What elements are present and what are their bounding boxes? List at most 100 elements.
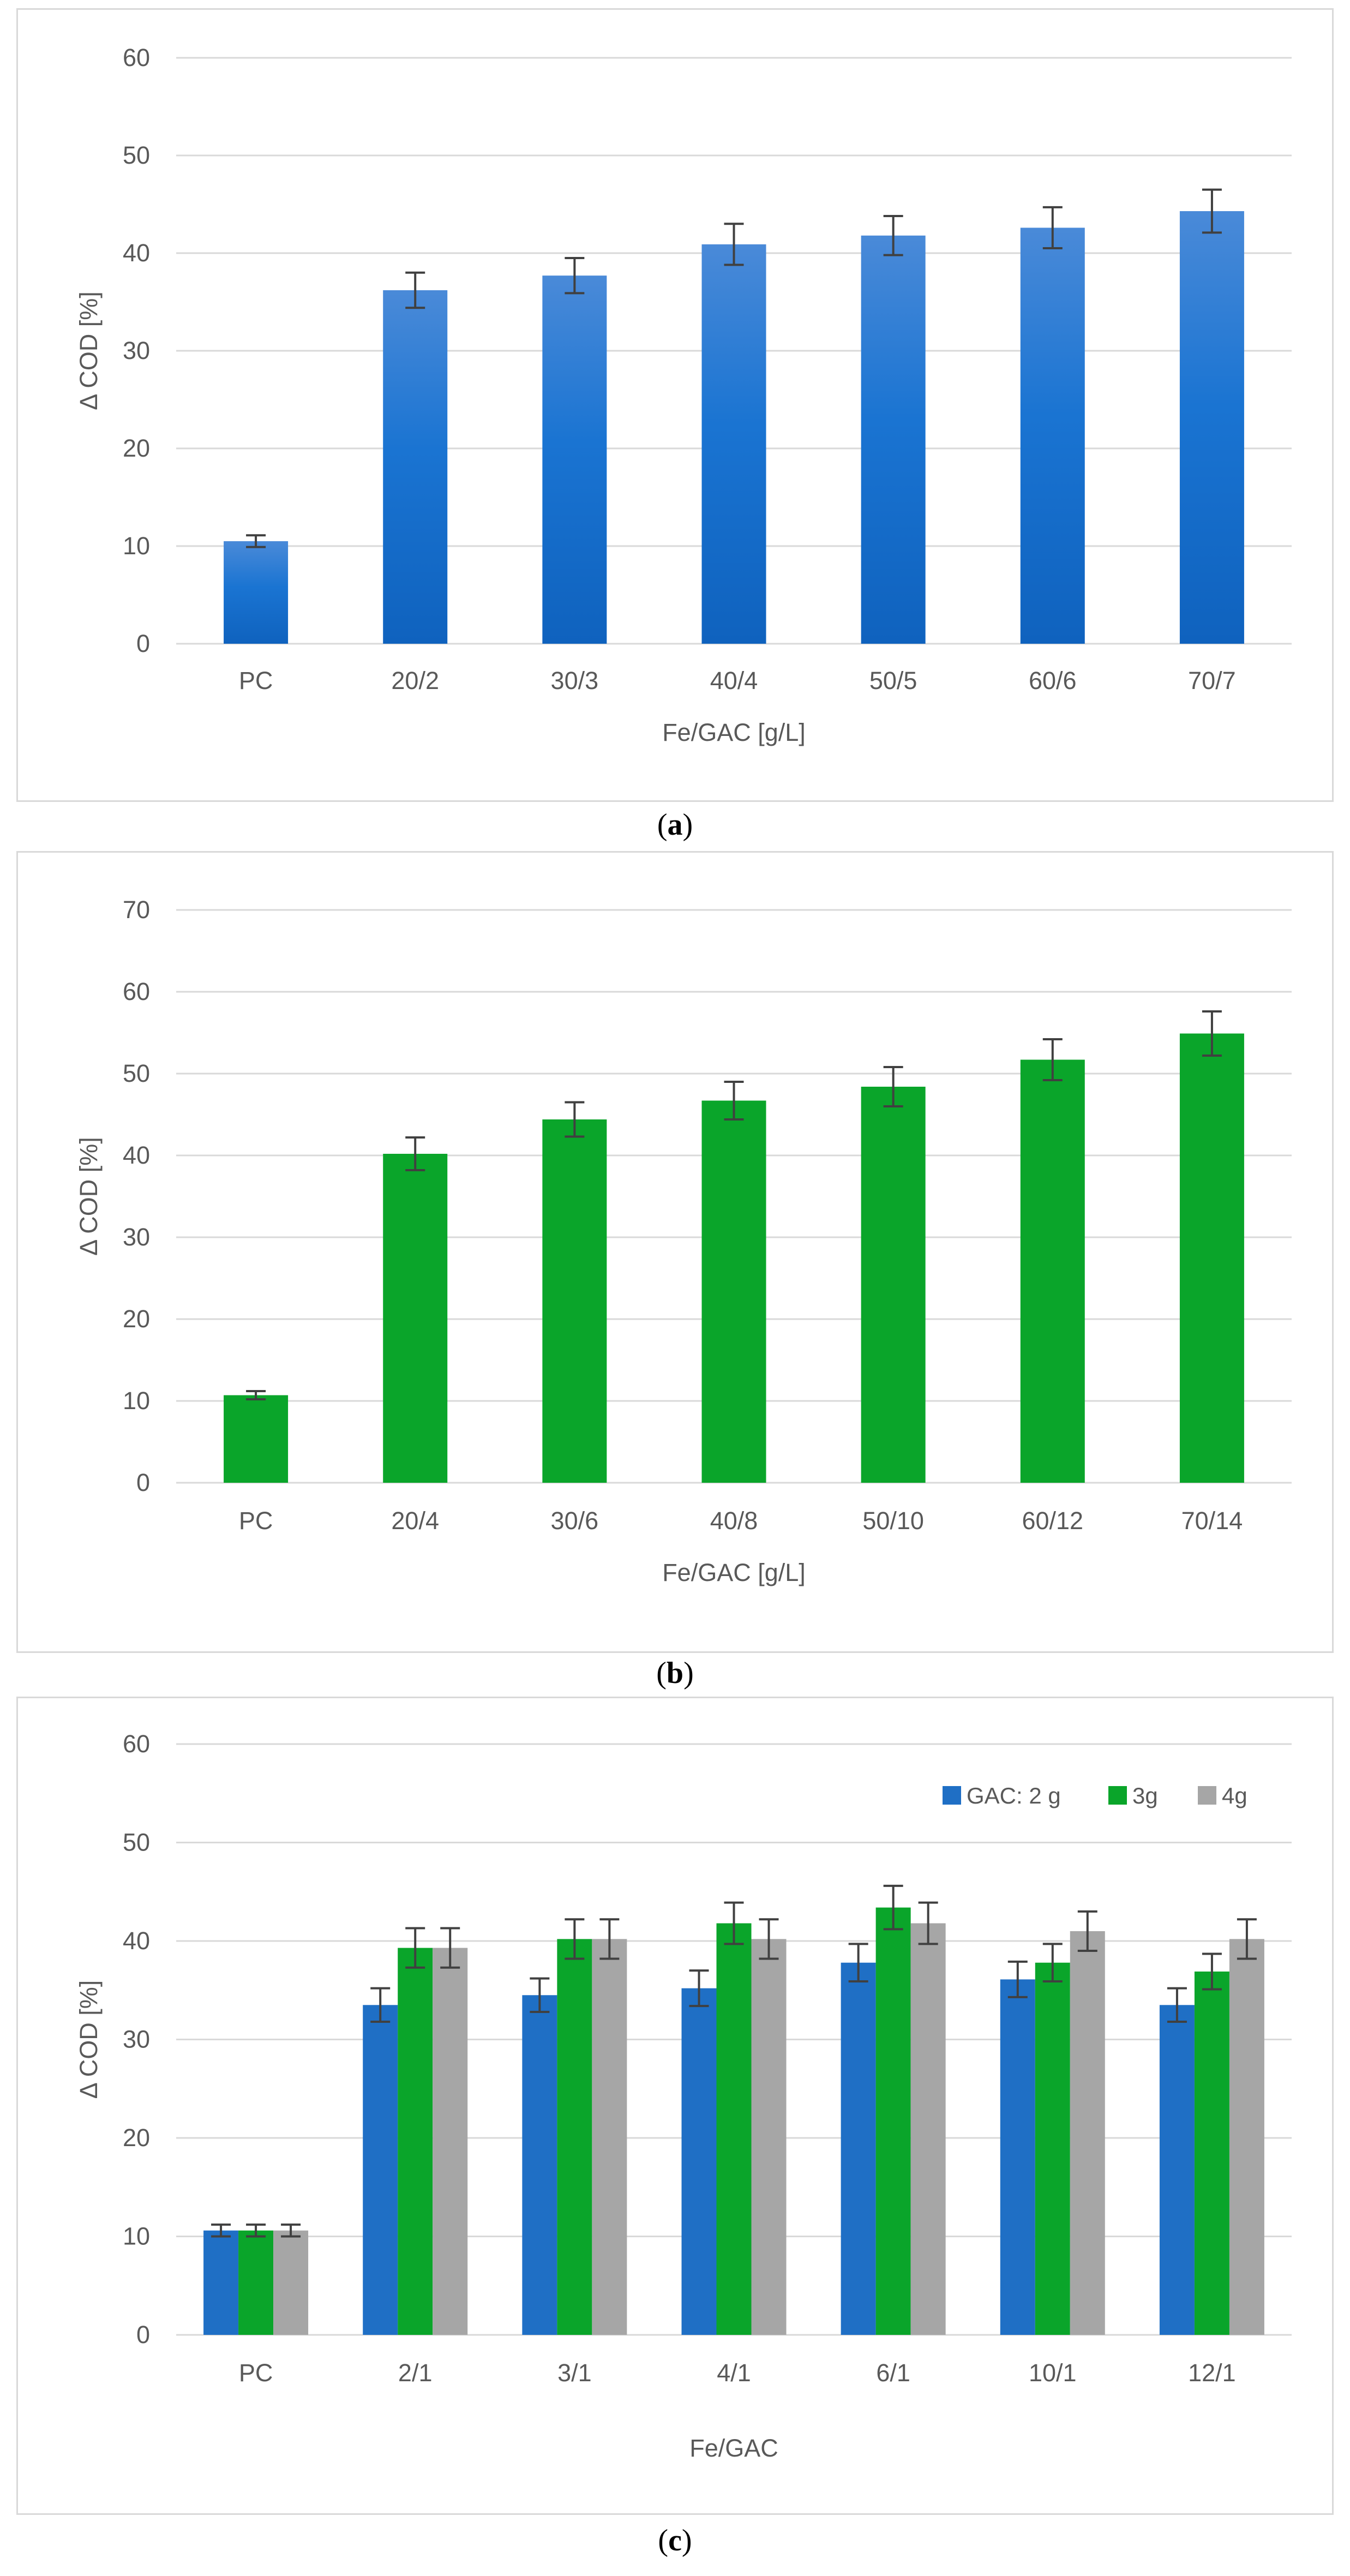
y-tick-label: 60 — [123, 1730, 150, 1758]
caption-c: (c) — [658, 2524, 692, 2557]
x-axis-title: Fe/GAC — [689, 2434, 778, 2462]
bar-c-2-0 — [522, 1995, 557, 2335]
bar-c-3-0 — [681, 1988, 717, 2335]
legend-swatch — [943, 1786, 961, 1805]
bar-c-5-2 — [1070, 1931, 1105, 2335]
y-tick-label: 20 — [123, 434, 150, 462]
x-tick-label: PC — [239, 2359, 273, 2387]
y-tick-label: 50 — [123, 141, 150, 169]
bar-b-2-0 — [542, 1119, 607, 1483]
chart-b-svg: 0 10 20 30 40 50 60 70 PC 20/4 30/6 40/8 50/10 60/12 7… — [75, 896, 1292, 1586]
y-tick-label: 40 — [123, 1927, 150, 1955]
bar-b-5-0 — [1020, 1059, 1085, 1483]
bar-c-4-1 — [875, 1907, 911, 2335]
y-tick-label: 60 — [123, 978, 150, 1005]
y-tick-label: 30 — [123, 1223, 150, 1251]
legend-swatch — [1108, 1786, 1127, 1805]
bar-c-1-2 — [433, 1948, 468, 2335]
y-tick-label: 40 — [123, 1141, 150, 1169]
x-tick-label: 60/6 — [1029, 667, 1077, 694]
legend-label: GAC: 2 g — [967, 1783, 1061, 1808]
bar-a-2-0 — [542, 275, 607, 644]
y-tick-label: 0 — [136, 2321, 150, 2349]
bar-c-0-2 — [273, 2230, 309, 2335]
x-tick-label: 4/1 — [717, 2359, 751, 2387]
caption-b: (b) — [656, 1656, 694, 1690]
bar-a-1-0 — [383, 290, 448, 644]
x-tick-label: 60/12 — [1022, 1507, 1083, 1535]
caption-a: (a) — [657, 808, 693, 842]
bar-c-6-2 — [1229, 1939, 1264, 2335]
bar-c-5-0 — [1000, 1979, 1035, 2335]
bar-c-4-2 — [910, 1923, 946, 2335]
bar-c-0-0 — [203, 2230, 239, 2335]
x-tick-label: PC — [239, 667, 273, 694]
bar-c-0-1 — [238, 2230, 274, 2335]
y-tick-label: 30 — [123, 2026, 150, 2053]
x-tick-label: 3/1 — [557, 2359, 592, 2387]
bar-c-4-0 — [841, 1962, 876, 2335]
legend: GAC: 2 g 3g 4g — [943, 1783, 1247, 1808]
bar-b-1-0 — [383, 1154, 448, 1483]
x-tick-label: 30/3 — [551, 667, 599, 694]
bar-c-2-2 — [592, 1939, 627, 2335]
y-tick-label: 0 — [136, 630, 150, 657]
bar-b-3-0 — [701, 1100, 766, 1483]
x-tick-label: 10/1 — [1029, 2359, 1077, 2387]
chart-a-plot: 0 10 20 30 40 50 60 PC 20/2 30/3 40/4 50/5 60/6 70/7 F… — [75, 44, 1292, 746]
y-tick-label: 10 — [123, 532, 150, 560]
y-tick-label: 30 — [123, 337, 150, 364]
x-axis-title: Fe/GAC [g/L] — [662, 718, 806, 746]
x-tick-label: 20/4 — [391, 1507, 439, 1535]
y-tick-label: 0 — [136, 1469, 150, 1496]
x-tick-label: 12/1 — [1188, 2359, 1236, 2387]
y-axis-title: Δ COD [%] — [75, 1980, 103, 2099]
bar-c-1-1 — [398, 1948, 433, 2335]
bar-c-3-2 — [751, 1939, 787, 2335]
y-tick-label: 50 — [123, 1829, 150, 1856]
y-tick-label: 70 — [123, 896, 150, 924]
bar-a-5-0 — [1020, 227, 1085, 644]
bar-c-6-1 — [1194, 1971, 1229, 2335]
legend-label: 3g — [1132, 1783, 1158, 1808]
bar-b-0-0 — [224, 1395, 289, 1483]
chart-c-svg: 0 10 20 30 40 50 60 PC 2/1 3/1 4/1 6/1 10/1 12/1 Fe/GA… — [75, 1730, 1292, 2462]
chart-panel-a: 0 10 20 30 40 50 60 PC 20/2 30/3 40/4 50/5 60/6 70/7 F… — [16, 8, 1334, 802]
bar-c-2-1 — [557, 1939, 592, 2335]
y-tick-label: 60 — [123, 44, 150, 71]
x-tick-label: 40/8 — [710, 1507, 758, 1535]
bar-b-6-0 — [1179, 1033, 1244, 1483]
bar-c-5-1 — [1035, 1962, 1070, 2335]
x-tick-label: PC — [239, 1507, 273, 1535]
bar-a-6-0 — [1179, 211, 1244, 644]
chart-b-plot: 0 10 20 30 40 50 60 70 PC 20/4 30/6 40/8 50/10 60/12 7… — [75, 896, 1292, 1586]
y-tick-label: 20 — [123, 1305, 150, 1333]
x-axis-title: Fe/GAC [g/L] — [662, 1559, 806, 1586]
x-tick-label: 6/1 — [876, 2359, 910, 2387]
y-tick-label: 50 — [123, 1059, 150, 1087]
bar-c-1-0 — [363, 2005, 398, 2335]
legend-label: 4g — [1222, 1783, 1247, 1808]
legend-swatch — [1198, 1786, 1216, 1805]
x-tick-label: 70/7 — [1188, 667, 1236, 694]
bar-a-4-0 — [861, 235, 926, 644]
y-tick-label: 20 — [123, 2124, 150, 2152]
y-tick-label: 10 — [123, 2222, 150, 2250]
x-tick-label: 40/4 — [710, 667, 758, 694]
chart-panel-c: 0 10 20 30 40 50 60 PC 2/1 3/1 4/1 6/1 10/1 12/1 Fe/GA… — [16, 1697, 1334, 2515]
y-tick-label: 40 — [123, 239, 150, 267]
bar-a-0-0 — [224, 541, 289, 644]
x-tick-label: 50/10 — [862, 1507, 924, 1535]
bar-b-4-0 — [861, 1087, 926, 1483]
x-tick-label: 20/2 — [391, 667, 439, 694]
chart-panel-b: 0 10 20 30 40 50 60 70 PC 20/4 30/6 40/8 50/10 60/12 7… — [16, 851, 1334, 1653]
x-tick-label: 70/14 — [1181, 1507, 1243, 1535]
x-tick-label: 30/6 — [551, 1507, 599, 1535]
x-tick-label: 2/1 — [398, 2359, 433, 2387]
y-axis-title: Δ COD [%] — [75, 1137, 103, 1256]
bar-c-3-1 — [716, 1923, 752, 2335]
chart-a-svg: 0 10 20 30 40 50 60 PC 20/2 30/3 40/4 50/5 60/6 70/7 F… — [75, 44, 1292, 746]
y-tick-label: 10 — [123, 1387, 150, 1415]
chart-c-plot: 0 10 20 30 40 50 60 PC 2/1 3/1 4/1 6/1 10/1 12/1 Fe/GA… — [75, 1730, 1292, 2462]
x-tick-label: 50/5 — [869, 667, 917, 694]
